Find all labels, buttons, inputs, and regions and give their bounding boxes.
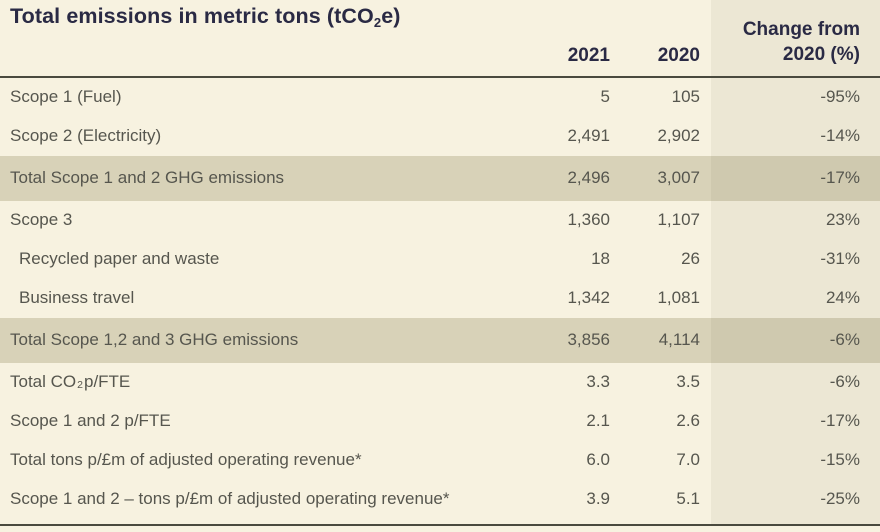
value-2020: 1,107 [657, 210, 700, 229]
row-label: Total Scope 1 and 2 GHG emissions [10, 168, 285, 187]
table-row: Recycled paper and waste 18 26 -31% [0, 239, 880, 279]
value-change: -31% [700, 239, 880, 279]
value-2021: 18 [591, 249, 610, 268]
table-row: Total tons p/£m of adjusted operating re… [0, 440, 880, 480]
value-change: -6% [700, 362, 880, 402]
value-change: -17% [700, 155, 880, 201]
value-2021: 2,496 [567, 168, 610, 187]
table-footer-gap [0, 518, 880, 524]
value-2021: 6.0 [586, 450, 610, 469]
subscript-2: 2 [77, 379, 83, 391]
column-header-2021: 2021 [567, 45, 610, 66]
column-header-change-line2: 2020 (%) [782, 43, 860, 65]
value-2020: 105 [671, 87, 700, 106]
table-row: Scope 2 (Electricity) 2,491 2,902 -14% [0, 116, 880, 156]
column-header-change: Change from 2020 (%) [700, 0, 880, 76]
value-2021: 3.3 [586, 372, 610, 391]
value-2020: 3.5 [676, 372, 700, 391]
value-2021: 5 [600, 87, 610, 106]
title-cell: Total emissions in metric tons (tCO2e) [0, 0, 515, 76]
value-2020: 26 [681, 249, 700, 268]
value-2020: 2,902 [657, 126, 700, 145]
row-label: Total tons p/£m of adjusted operating re… [10, 450, 362, 469]
value-2020: 1,081 [657, 288, 700, 307]
header-rule [0, 76, 880, 78]
subscript-2: 2 [373, 15, 382, 30]
row-label: Total CO 2 p/FTE [10, 372, 131, 391]
table-row: Scope 3 1,360 1,107 23% [0, 200, 880, 240]
row-label: Scope 3 [10, 210, 73, 229]
value-2020: 4,114 [658, 330, 700, 349]
table-row: Scope 1 and 2 – tons p/£m of adjusted op… [0, 479, 880, 519]
table-row-total: Total Scope 1 and 2 GHG emissions 2,496 3,… [0, 155, 880, 201]
value-change: 24% [700, 278, 880, 318]
value-2020: 2.6 [676, 411, 700, 430]
bottom-rule [0, 523, 880, 526]
value-change: 23% [700, 200, 880, 240]
table-row: Business travel 1,342 1,081 24% [0, 278, 880, 318]
row-label: Recycled paper and waste [19, 249, 220, 268]
value-change: -6% [700, 317, 880, 363]
row-label: Scope 2 (Electricity) [10, 126, 162, 145]
value-change: -14% [700, 116, 880, 156]
value-change: -15% [700, 440, 880, 480]
value-2021: 2.1 [586, 411, 610, 430]
value-change: -95% [700, 77, 880, 117]
value-change: -17% [700, 401, 880, 441]
value-2020: 7.0 [676, 450, 700, 469]
row-label: Scope 1 and 2 – tons p/£m of adjusted op… [10, 489, 450, 508]
value-2021: 1,342 [567, 288, 610, 307]
row-label: Scope 1 and 2 p/FTE [10, 411, 171, 430]
table-row: Scope 1 (Fuel) 5 105 -95% [0, 77, 880, 117]
column-header-2020: 2020 [657, 45, 700, 66]
table-row: Total CO 2 p/FTE 3.3 3.5 -6% [0, 362, 880, 402]
table-header: Total emissions in metric tons (tCO2e) 2… [0, 0, 880, 76]
value-2021: 3,856 [567, 330, 610, 349]
table-row-total: Total Scope 1,2 and 3 GHG emissions 3,856… [0, 317, 880, 363]
value-2020: 3,007 [657, 168, 700, 187]
page-title: Total emissions in metric tons (tCO2e) [10, 4, 401, 30]
value-2021: 2,491 [567, 126, 610, 145]
table-row: Scope 1 and 2 p/FTE 2.1 2.6 -17% [0, 401, 880, 441]
row-label: Scope 1 (Fuel) [10, 87, 122, 106]
row-label: Business travel [19, 288, 135, 307]
value-2021: 3.9 [586, 489, 610, 508]
value-2021: 1,360 [567, 210, 610, 229]
row-label: Total Scope 1,2 and 3 GHG emissions [10, 330, 299, 349]
value-change: -25% [700, 479, 880, 519]
table-body: Scope 1 (Fuel) 5 105 -95% Scope 2 (Electrici… [0, 77, 880, 519]
column-header-change-line1: Change from [742, 18, 860, 40]
value-2020: 5.1 [676, 489, 700, 508]
